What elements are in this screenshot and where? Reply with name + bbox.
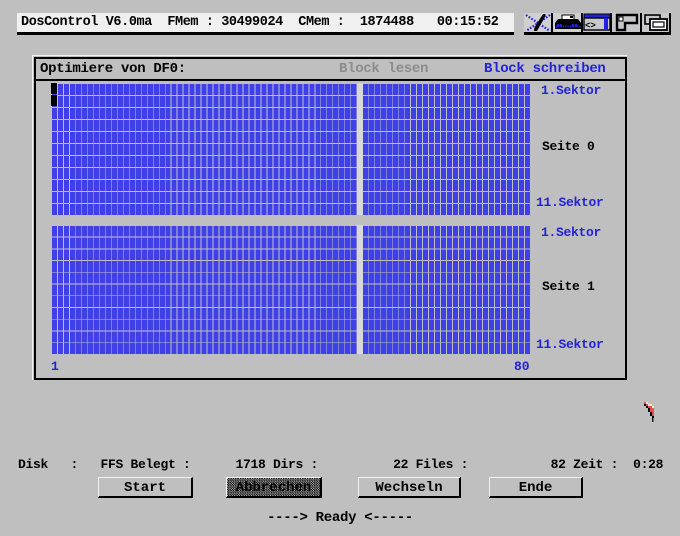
- svg-text:<>: <>: [585, 21, 596, 31]
